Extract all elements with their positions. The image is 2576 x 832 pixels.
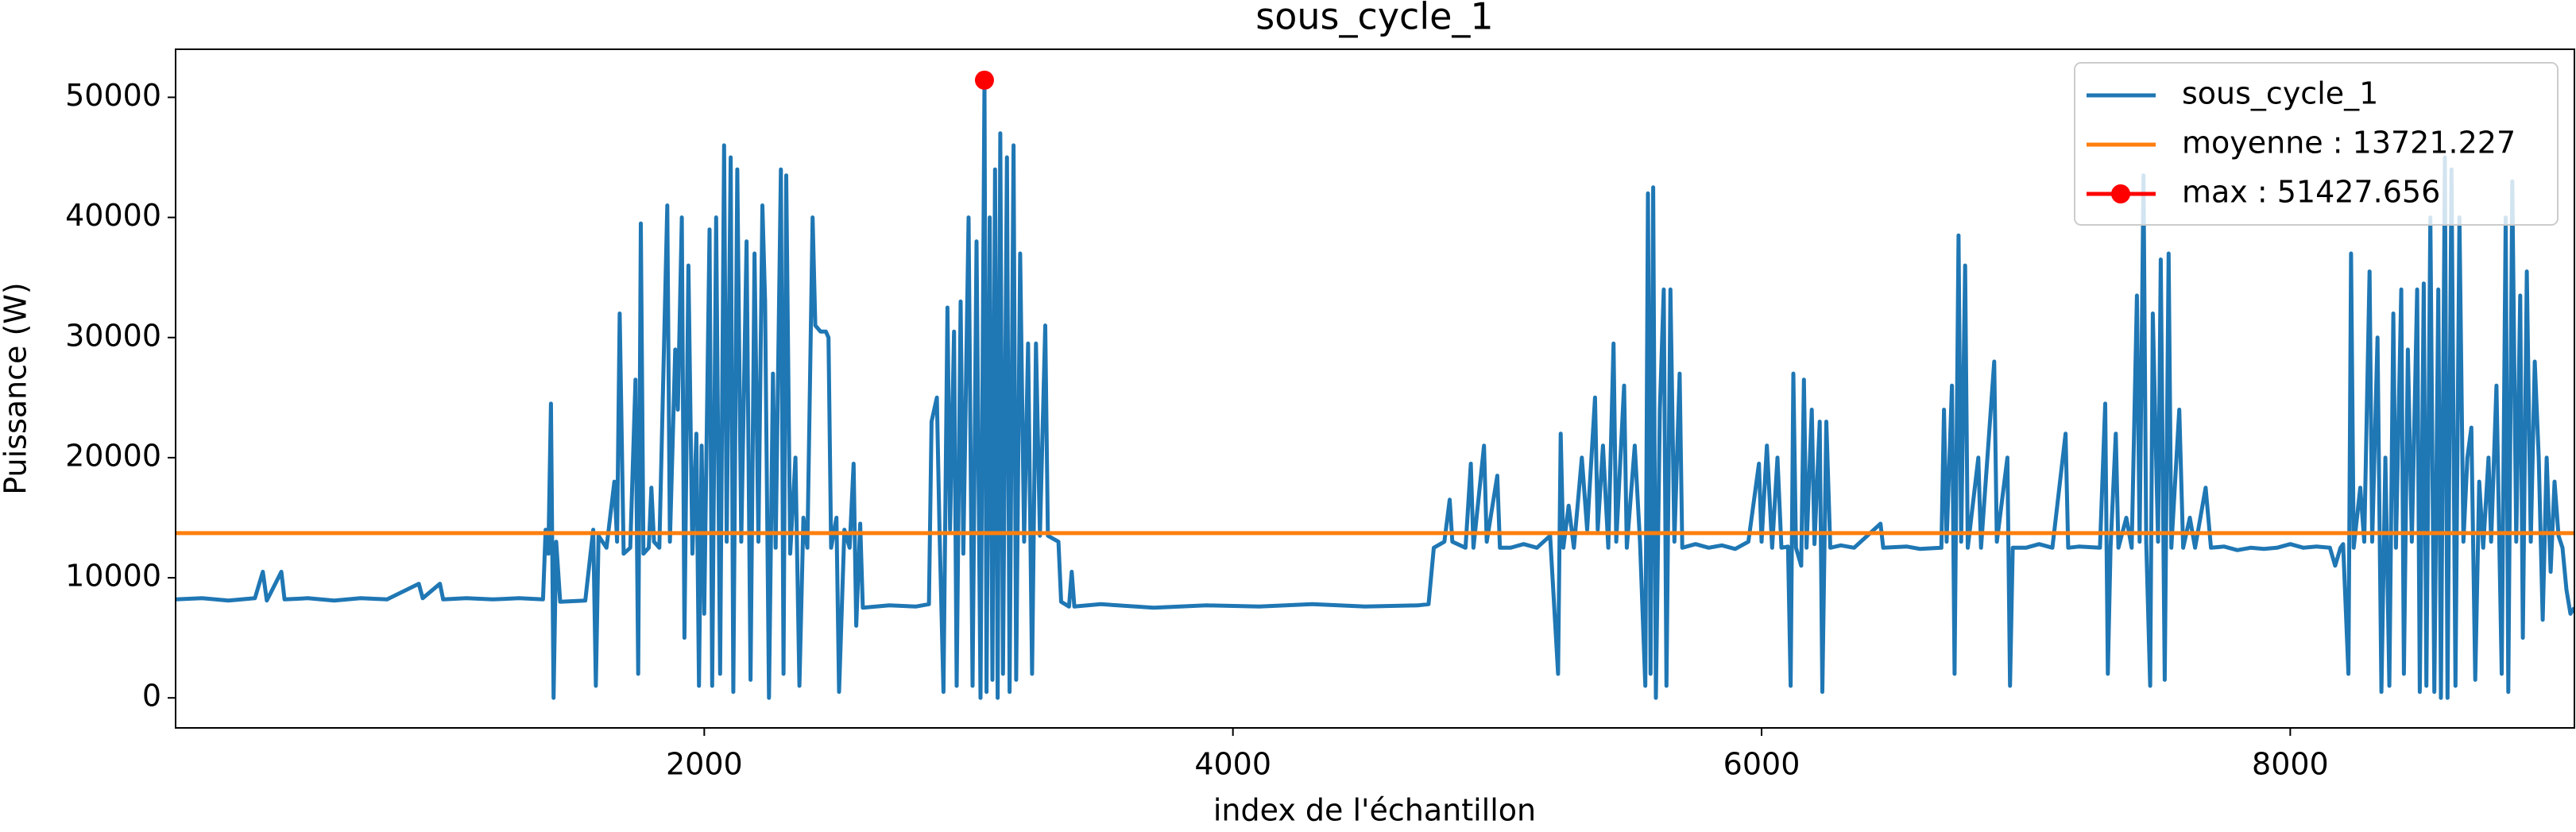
- x-tick-label: 4000: [1194, 747, 1271, 782]
- y-tick-label: 40000: [65, 198, 161, 233]
- legend-box: [2074, 62, 2559, 226]
- max-marker: [974, 70, 994, 90]
- y-tick-label: 20000: [65, 438, 161, 473]
- x-tick-label: 2000: [666, 747, 743, 782]
- y-tick-label: 0: [142, 679, 161, 714]
- legend-marker: [2111, 184, 2130, 203]
- x-tick-label: 8000: [2252, 747, 2329, 782]
- y-tick-label: 50000: [65, 78, 161, 113]
- legend-label: max : 51427.656: [2182, 175, 2440, 210]
- legend-label: moyenne : 13721.227: [2182, 126, 2516, 161]
- x-axis-label: index de l'échantillon: [1213, 793, 1536, 828]
- x-tick-label: 6000: [1723, 747, 1800, 782]
- chart-title: sous_cycle_1: [1255, 0, 1493, 38]
- y-tick-label: 30000: [65, 318, 161, 353]
- data-line: [176, 78, 2574, 700]
- y-axis-label: Puissance (W): [0, 282, 33, 494]
- y-tick-label: 10000: [65, 559, 161, 594]
- plot-frame: [175, 48, 2575, 729]
- legend-label: sous_cycle_1: [2182, 76, 2378, 111]
